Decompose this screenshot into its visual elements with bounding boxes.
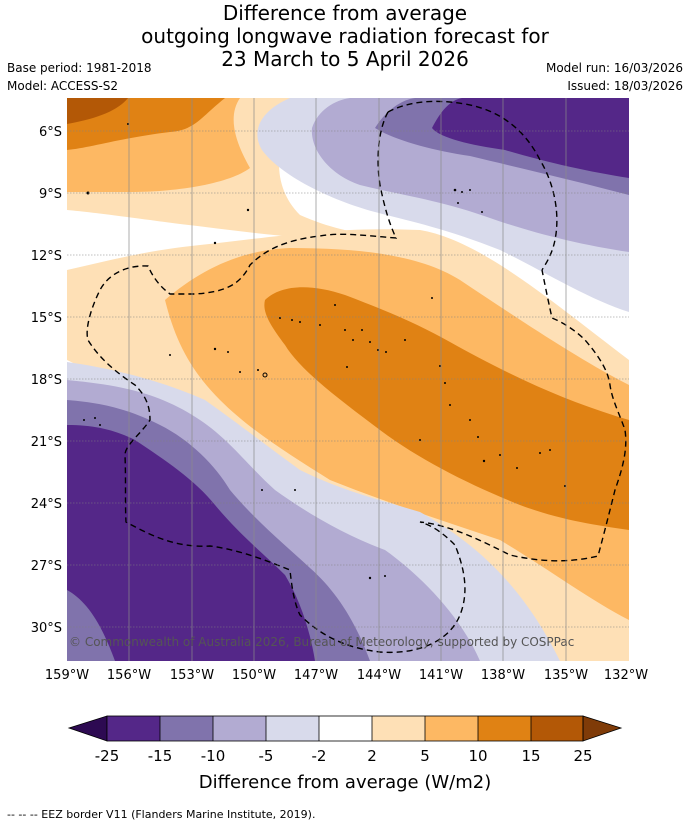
lat-label-15s: 15°S (31, 311, 62, 326)
eez-footnote: -- -- -- EEZ border V11 (Flanders Marine… (7, 808, 316, 821)
title-line-3: 23 March to 5 April 2026 (221, 47, 469, 71)
lon-label-144w: 144°W (357, 668, 401, 683)
colorbar-swatch-5 (319, 716, 372, 741)
lat-label-9s: 9°S (39, 187, 62, 202)
model-label: Model: ACCESS-S2 (7, 79, 119, 93)
colorbar-max-extend (582, 715, 623, 742)
colorbar-swatch-9 (531, 716, 583, 741)
colorbar: -25 -15 -10 -5 -2 2 5 10 15 25 Differenc… (67, 715, 623, 793)
colorbar-label-7: 5 (420, 747, 430, 765)
lon-label-153w: 153°W (170, 668, 214, 683)
chart-title: Difference from average outgoing longwav… (0, 2, 690, 71)
latitude-labels: 6°S 9°S 12°S 15°S 18°S 21°S 24°S 27°S 30… (31, 125, 62, 636)
negative-band-north-15to25 (432, 98, 629, 178)
negative-band-southwest-5to10 (67, 590, 115, 661)
model-run-label: Model run: 16/03/2026 (545, 61, 683, 75)
colorbar-label-6: 2 (367, 747, 377, 765)
lon-label-138w: 138°W (481, 668, 525, 683)
colorbar-swatch-2 (160, 716, 213, 741)
map-gridlines (67, 130, 629, 628)
title-line-2: outgoing longwave radiation forecast for (141, 24, 549, 48)
lon-label-156w: 156°W (107, 668, 151, 683)
lat-label-30s: 30°S (31, 621, 62, 636)
copyright-notice: © Commonwealth of Australia 2026, Bureau… (69, 635, 574, 649)
lat-label-27s: 27°S (31, 559, 62, 574)
colorbar-swatch-7 (425, 716, 478, 741)
lon-label-147w: 147°W (294, 668, 338, 683)
lat-label-21s: 21°S (31, 435, 62, 450)
longitude-labels: 159°W 156°W 153°W 150°W 147°W 144°W 141°… (45, 668, 648, 683)
colorbar-label-4: -5 (259, 747, 274, 765)
lat-label-12s: 12°S (31, 249, 62, 264)
lon-label-135w: 135°W (544, 668, 588, 683)
colorbar-label-9: 15 (521, 747, 540, 765)
colorbar-label-1: -25 (95, 747, 120, 765)
colorbar-title: Difference from average (W/m2) (199, 772, 491, 793)
lat-label-24s: 24°S (31, 497, 62, 512)
colorbar-label-2: -15 (148, 747, 173, 765)
map-meridians (128, 98, 567, 661)
eez-border-south (86, 111, 627, 654)
colorbar-min-extend (67, 715, 108, 742)
colorbar-label-5: -2 (312, 747, 327, 765)
colorbar-label-10: 25 (573, 747, 592, 765)
lat-label-6s: 6°S (39, 125, 62, 140)
colorbar-label-3: -10 (201, 747, 226, 765)
lon-label-159w: 159°W (45, 668, 89, 683)
lon-label-141w: 141°W (419, 668, 463, 683)
colorbar-label-8: 10 (468, 747, 487, 765)
title-line-1: Difference from average (222, 1, 468, 25)
eez-border-north (387, 100, 558, 271)
colorbar-swatch-1 (107, 716, 160, 741)
lon-label-150w: 150°W (232, 668, 276, 683)
islands (83, 123, 566, 580)
issued-label: Issued: 18/03/2026 (567, 79, 683, 93)
lat-label-18s: 18°S (31, 373, 62, 388)
positive-band-north-15to25 (67, 98, 128, 124)
colorbar-swatch-8 (478, 716, 531, 741)
colorbar-swatch-3 (213, 716, 266, 741)
base-period-label: Base period: 1981-2018 (7, 61, 152, 75)
lon-label-132w: 132°W (604, 668, 648, 683)
colorbar-swatch-4 (266, 716, 319, 741)
positive-band-central-10to15 (264, 287, 629, 530)
contour-fields: © Commonwealth of Australia 2026, Bureau… (67, 98, 629, 661)
colorbar-swatch-6 (372, 716, 425, 741)
